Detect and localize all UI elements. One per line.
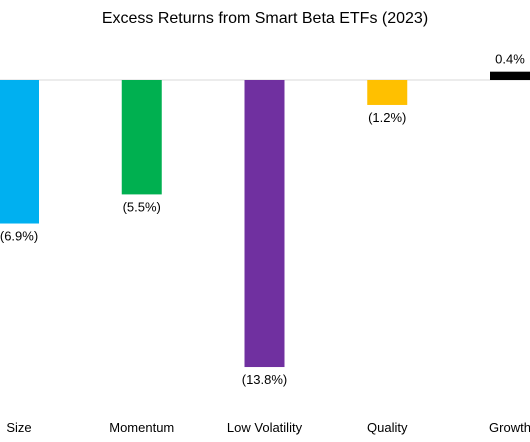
bar-momentum: [121, 80, 162, 195]
data-label-growth: 0.4%: [495, 52, 525, 67]
data-label-momentum: (5.5%): [123, 199, 161, 214]
bar-growth: [490, 71, 530, 80]
bars-group: [0, 71, 530, 368]
tick-label-growth: Growth: [489, 420, 530, 435]
chart-title: Excess Returns from Smart Beta ETFs (202…: [102, 10, 428, 27]
data-label-low-volatility: (13.8%): [242, 372, 288, 387]
bar-low-volatility: [244, 80, 285, 368]
category-tick-labels: Size Momentum Low Volatility Quality Growth: [6, 420, 530, 435]
tick-label-size: Size: [6, 420, 31, 435]
bar-quality: [367, 80, 408, 105]
data-labels-group: (6.9%) (5.5%) (13.8%) (1.2%) 0.4%: [0, 52, 525, 387]
tick-label-momentum: Momentum: [109, 420, 174, 435]
tick-label-quality: Quality: [367, 420, 408, 435]
data-label-size: (6.9%): [0, 229, 38, 244]
data-label-quality: (1.2%): [368, 110, 406, 125]
bar-size: [0, 80, 39, 224]
tick-label-low-volatility: Low Volatility: [227, 420, 303, 435]
